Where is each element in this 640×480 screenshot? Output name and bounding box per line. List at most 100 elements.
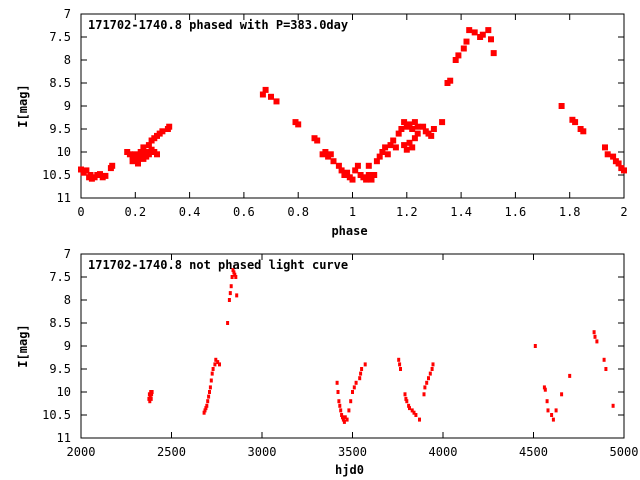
chart-0-data-point bbox=[430, 126, 437, 132]
chart-0-data-point bbox=[398, 126, 405, 132]
chart-0-data-point bbox=[382, 144, 389, 151]
chart-0-data-point bbox=[373, 158, 380, 165]
chart-1-data-point bbox=[404, 396, 408, 401]
chart-0-data-point bbox=[344, 169, 351, 176]
chart-1-data-point bbox=[343, 415, 347, 420]
chart-1-x-tick-label: 3000 bbox=[248, 445, 277, 459]
chart-0-x-tick-label: 1.2 bbox=[396, 205, 418, 219]
chart-0-data-point bbox=[414, 130, 421, 137]
chart-1-data-point bbox=[342, 419, 346, 424]
chart-0-x-tick-label: 1 bbox=[349, 205, 356, 219]
chart-1-x-tick-label: 3500 bbox=[338, 445, 367, 459]
chart-1-data-point bbox=[147, 396, 151, 401]
chart-0-data-point bbox=[376, 153, 383, 160]
chart-1-data-point bbox=[397, 357, 401, 362]
chart-0-x-tick-label: 0.2 bbox=[124, 205, 146, 219]
chart-0-data-point bbox=[365, 172, 372, 178]
chart-0-x-tick-label: 1.4 bbox=[450, 205, 472, 219]
chart-1-data-point bbox=[405, 399, 409, 404]
chart-0-data-point bbox=[447, 77, 454, 84]
chart-0-y-tick-label: 11 bbox=[57, 191, 71, 205]
chart-0-data-point bbox=[166, 123, 173, 130]
chart-0-data-point bbox=[83, 167, 90, 174]
chart-0-y-tick-label: 7 bbox=[64, 7, 71, 21]
chart-1-x-tick-label: 4500 bbox=[519, 445, 548, 459]
chart-0-data-point bbox=[390, 137, 397, 144]
chart-1-data-point bbox=[210, 371, 214, 376]
chart-1-data-point bbox=[235, 293, 239, 298]
chart-1-data-point bbox=[345, 417, 349, 422]
chart-0-data-point bbox=[330, 158, 337, 165]
chart-1-y-tick-label: 11 bbox=[57, 431, 71, 445]
chart-1-data-point bbox=[425, 380, 429, 385]
chart-1-data-point bbox=[337, 399, 341, 404]
chart-1-y-tick-label: 9.5 bbox=[49, 362, 71, 376]
chart-1-data-point bbox=[341, 415, 344, 420]
chart-1-data-point bbox=[354, 380, 358, 385]
chart-1-data-point bbox=[568, 373, 572, 378]
chart-0-data-point bbox=[572, 119, 579, 126]
chart-1-data-point bbox=[205, 403, 209, 408]
chart-0-data-point bbox=[322, 149, 329, 155]
chart-0-data-point bbox=[411, 119, 418, 126]
chart-1-data-point bbox=[216, 360, 220, 365]
chart-0-data-point bbox=[363, 176, 370, 183]
chart-0-data-point bbox=[485, 27, 492, 34]
chart-1-data-point bbox=[427, 376, 430, 381]
chart-1-data-point bbox=[218, 362, 221, 367]
chart-1-data-point bbox=[422, 392, 426, 397]
chart-1-x-tick-label: 4000 bbox=[429, 445, 458, 459]
chart-1-data-point bbox=[209, 378, 213, 383]
chart-0-x-tick-label: 0.6 bbox=[233, 205, 255, 219]
chart-1-data-point bbox=[399, 367, 402, 371]
chart-0-data-point bbox=[610, 153, 617, 160]
chart-0-data-point bbox=[479, 31, 486, 38]
chart-0-y-tick-label: 9.5 bbox=[49, 122, 71, 136]
chart-1-data-point bbox=[234, 275, 238, 279]
chart-0-data-point bbox=[132, 151, 139, 158]
chart-0-data-point bbox=[335, 162, 342, 169]
chart-1-data-point bbox=[407, 403, 411, 408]
chart-1-data-point bbox=[412, 410, 416, 415]
chart-0-data-point bbox=[409, 144, 416, 151]
chart-1-data-point bbox=[335, 380, 339, 385]
chart-0-y-axis-label: I[mag] bbox=[16, 84, 30, 127]
chart-0-data-point bbox=[602, 144, 608, 151]
chart-0-data-point bbox=[259, 91, 266, 98]
chart-1-data-point bbox=[430, 367, 434, 371]
chart-0-data-point bbox=[403, 146, 410, 153]
chart-0-data-point bbox=[137, 149, 144, 155]
chart-1-data-point bbox=[208, 385, 212, 390]
chart-1-data-point bbox=[228, 291, 232, 296]
chart-1-data-point bbox=[208, 390, 211, 394]
chart-1-data-point bbox=[231, 268, 235, 273]
chart-1-data-point bbox=[339, 408, 343, 413]
chart-0-data-point bbox=[580, 128, 587, 135]
chart-0-data-point bbox=[295, 121, 302, 128]
chart-1-data-point bbox=[230, 275, 234, 279]
chart-1-data-point bbox=[403, 392, 407, 397]
chart-0-data-point bbox=[145, 142, 152, 149]
chart-1-data-point bbox=[363, 362, 367, 367]
chart-1-data-point bbox=[418, 417, 421, 422]
chart-0-y-tick-label: 7.5 bbox=[49, 30, 71, 44]
chart-0-data-point bbox=[406, 139, 413, 146]
chart-0-data-point bbox=[262, 86, 269, 93]
chart-1-data-point bbox=[351, 390, 354, 394]
chart-0-data-point bbox=[371, 172, 378, 178]
chart-0-data-point bbox=[352, 167, 359, 174]
chart-0-y-tick-label: 10 bbox=[57, 145, 71, 159]
chart-1-data-point bbox=[147, 392, 151, 397]
chart-0-y-tick-label: 9 bbox=[64, 99, 71, 113]
chart-0-data-point bbox=[154, 151, 160, 158]
chart-0-data-point bbox=[414, 123, 421, 130]
chart-1-data-point bbox=[214, 357, 218, 362]
chart-0-x-axis-label: phase bbox=[331, 224, 367, 238]
chart-1-data-point bbox=[148, 399, 152, 404]
chart-0-data-point bbox=[409, 126, 416, 132]
chart-1-data-point bbox=[545, 399, 549, 404]
chart-1-data-point bbox=[336, 390, 340, 394]
chart-1-data-point bbox=[593, 334, 597, 339]
chart-1-data-point bbox=[360, 367, 364, 371]
chart-0-x-tick-label: 2 bbox=[620, 205, 627, 219]
